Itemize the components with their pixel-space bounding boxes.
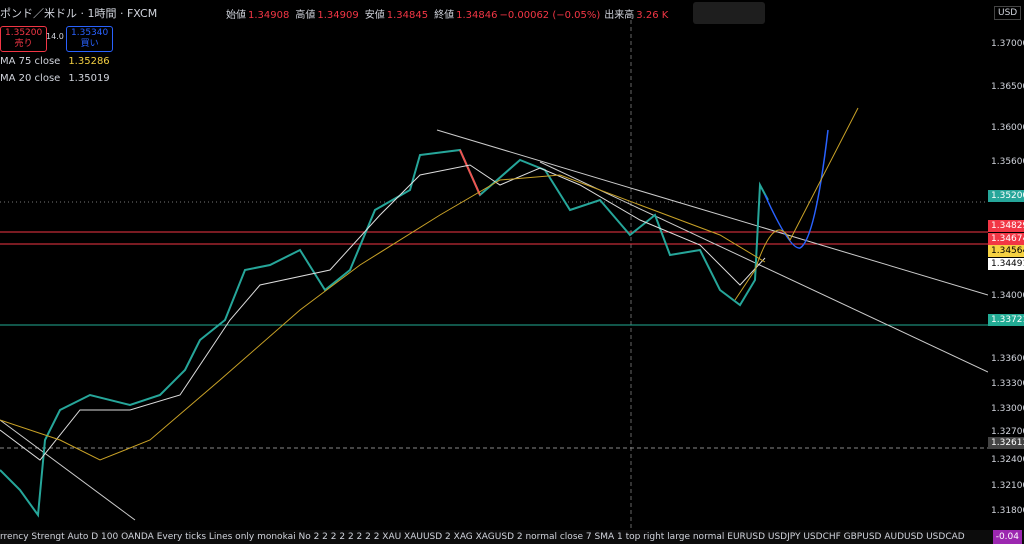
price-label: 1.32400 [991,455,1024,465]
buy-label: 買い [80,39,99,49]
ohlc-value: 1.34909 [317,10,359,21]
change: −0.00062 (−0.05%) [499,10,601,21]
ohlc-readout: 始値 1.34908 高値 1.34909 安値 1.34845 終値 1.34846 −0.0… [220,6,668,21]
script-text: rrency Strengt Auto D 100 OANDA Every ti… [0,532,965,542]
indicator-name: MA 75 close [0,56,61,67]
ohlc-value: 1.34908 [248,10,290,21]
price-label: 1.34564 [988,245,1024,257]
price-label: 1.37000 [991,39,1024,49]
buy-button[interactable]: 1.35340 買い [66,26,114,52]
price-label: 1.33300 [991,379,1024,389]
ohlc-label: 始値 [226,10,246,21]
price-label: 1.32700 [991,427,1024,437]
indicator[interactable]: MA 75 close 1.35286 [0,56,110,67]
price-label: 1.36000 [991,123,1024,133]
price-label: 1.33600 [991,354,1024,364]
price-label: 1.34674 [988,233,1024,245]
volume: 3.26 K [636,10,669,21]
price-label: 1.32613 [988,437,1024,449]
chart-drawing [0,20,988,530]
ohlc-item: 終値 1.34846 [430,10,497,21]
ohlc-label: 高値 [295,10,316,21]
sell-button[interactable]: 1.35200 売り [0,26,48,52]
sell-price: 1.35200 [5,28,43,38]
spread: 14.0 [46,32,64,41]
currency-button[interactable]: USD [994,6,1022,20]
symbol-title[interactable]: ポンド／米ドル · 1時間 · FXCM [0,7,158,20]
indicator-value: 1.35019 [68,73,110,84]
indicator-name: MA 20 close [0,73,61,84]
buy-price: 1.35340 [71,28,109,38]
price-label: 1.35200 [988,190,1024,202]
ohlc-value: 1.34845 [386,10,429,21]
footer: rrency Strengt Auto D 100 OANDA Every ti… [0,530,1024,544]
ohlc-label: 終値 [434,10,455,21]
ohlc-label: 安値 [364,10,385,21]
ohlc-value: 1.34846 [456,10,498,21]
price-label: 1.33000 [991,404,1024,414]
footer-value: -0.04 [992,530,1022,544]
indicator[interactable]: MA 20 close 1.35019 [0,73,110,84]
price-label: 1.32100 [991,481,1024,491]
drawing-toolbar[interactable] [693,2,765,24]
price-label: 1.35600 [991,157,1024,167]
volume-label: 出来高 [604,10,635,21]
ohlc-item: 高値 1.34909 [291,10,358,21]
indicator-value: 1.35286 [68,56,110,67]
price-label: 1.34000 [991,291,1024,301]
ohlc-item: 始値 1.34908 [222,10,289,21]
price-label: 1.34829 [988,220,1024,232]
sell-label: 売り [14,39,33,49]
price-label: 1.31800 [991,506,1024,516]
price-label: 1.36500 [991,82,1024,92]
ohlc-item: 安値 1.34845 [361,10,428,21]
